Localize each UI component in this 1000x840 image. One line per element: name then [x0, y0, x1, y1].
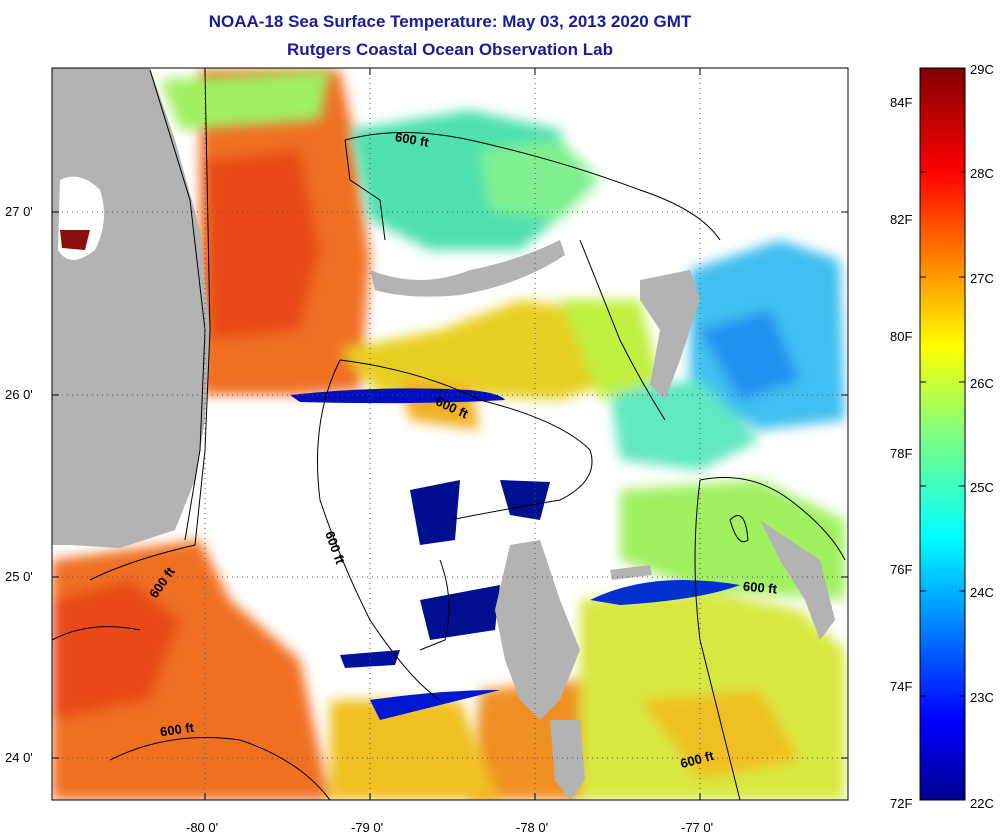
grand-bahama-island [370, 240, 565, 297]
colorbar-c-label: 27C [970, 271, 994, 286]
plot-frame [51, 67, 849, 801]
sst-field-gulf-stream [200, 70, 620, 430]
colorbar-f-label: 72F [890, 796, 913, 811]
colorbar-c-label: 29C [970, 62, 994, 77]
colorbar-c-label: 22C [970, 796, 994, 811]
axis-ticks [52, 68, 848, 800]
abaco-island [640, 270, 700, 400]
sst-field-southwest [52, 540, 500, 800]
isobath-600ft [52, 69, 846, 800]
colorbar-c-label: 26C [970, 376, 994, 391]
colorbar-c-label: 28C [970, 166, 994, 181]
colorbar-c-label: 23C [970, 690, 994, 705]
eleuthera-island [760, 520, 835, 640]
lon-label-80: -80 0' [186, 820, 219, 835]
andros-south [550, 720, 585, 800]
colorbar-ticks [920, 171, 965, 697]
sst-field-north [160, 70, 600, 250]
colorbar-c-label: 24C [970, 585, 994, 600]
map-subtitle: Rutgers Coastal Ocean Observation Lab [287, 40, 613, 59]
colorbar-f-label: 84F [890, 95, 913, 110]
lon-label-77: -77 0' [681, 820, 714, 835]
lat-label-27: 27 0' [5, 204, 33, 219]
lon-label-78: -78 0' [516, 820, 549, 835]
colorbar-f-label: 80F [890, 329, 913, 344]
lon-label-79: -79 0' [351, 820, 384, 835]
map-title: NOAA-18 Sea Surface Temperature: May 03,… [208, 12, 692, 31]
andros-island [495, 540, 580, 720]
colorbar-f-label: 74F [890, 679, 913, 694]
colorbar-f-label: 82F [890, 212, 913, 227]
colorbar-c-label: 25C [970, 480, 994, 495]
lat-label-26: 26 0' [5, 387, 33, 402]
lat-label-24: 24 0' [5, 750, 33, 765]
sst-cold-streaks [290, 388, 740, 720]
nassau-island [610, 565, 652, 580]
sst-field-east [560, 240, 845, 470]
colorbar-f-label: 76F [890, 562, 913, 577]
graticule [52, 68, 848, 800]
colorbar [919, 67, 966, 801]
lat-label-25: 25 0' [5, 569, 33, 584]
sst-field-southeast [470, 480, 845, 800]
colorbar-f-label: 78F [890, 446, 913, 461]
lake-hot-spot [60, 230, 90, 250]
contour-label: 600 ft [742, 578, 778, 597]
